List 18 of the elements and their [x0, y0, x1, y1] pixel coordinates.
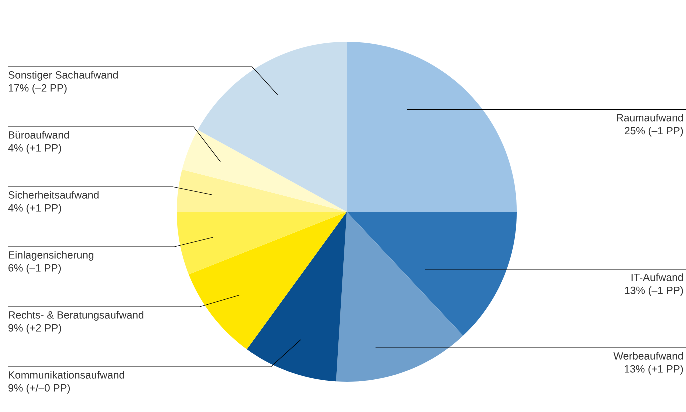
data-label: 17% (–2 PP) [9, 84, 67, 94]
slice-label: Rechts- & Beratungsaufwand [9, 311, 144, 321]
slice-label: Sonstiger Sachaufwand [8, 71, 118, 81]
slice-label: IT-Aufwand [632, 274, 684, 282]
data-label: 4% (+1 PP) [8, 204, 62, 214]
slice-label: Kommunikationsaufwand [9, 371, 124, 379]
slice-label: Sicherheitsaufwand [8, 191, 99, 199]
slice-label: Werbeaufwand [614, 352, 684, 360]
data-label: 13% (+1 PP) [625, 365, 684, 375]
data-label: 4% (+1 PP) [8, 144, 62, 154]
data-label: 25% (–1 PP) [625, 126, 684, 137]
data-label: 9% (+2 PP) [8, 324, 62, 334]
slice-label: Raumaufwand [617, 114, 684, 122]
data-label: 13% (–1 PP) [625, 286, 684, 296]
data-label: 9% (+/–0 PP) [8, 384, 70, 394]
slice-label: Einlagensicherung [9, 251, 94, 261]
slice-label: Büroaufwand [9, 131, 70, 139]
data-label: 6% (–1 PP) [8, 264, 62, 274]
